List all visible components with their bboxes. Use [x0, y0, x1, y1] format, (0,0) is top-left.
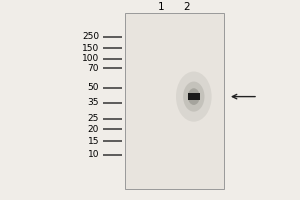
- Text: 50: 50: [88, 83, 99, 92]
- Text: 250: 250: [82, 32, 99, 41]
- Text: 25: 25: [88, 114, 99, 123]
- Bar: [124, 13, 224, 189]
- Text: 150: 150: [82, 44, 99, 53]
- Text: 1: 1: [158, 2, 165, 12]
- Text: 20: 20: [88, 125, 99, 134]
- Text: 70: 70: [88, 64, 99, 73]
- Bar: [188, 93, 200, 100]
- Text: 15: 15: [88, 137, 99, 146]
- Ellipse shape: [188, 88, 200, 105]
- Ellipse shape: [183, 82, 205, 112]
- Text: 35: 35: [88, 98, 99, 107]
- Text: 2: 2: [183, 2, 190, 12]
- Text: 10: 10: [88, 150, 99, 159]
- Text: 100: 100: [82, 54, 99, 63]
- Ellipse shape: [176, 72, 212, 122]
